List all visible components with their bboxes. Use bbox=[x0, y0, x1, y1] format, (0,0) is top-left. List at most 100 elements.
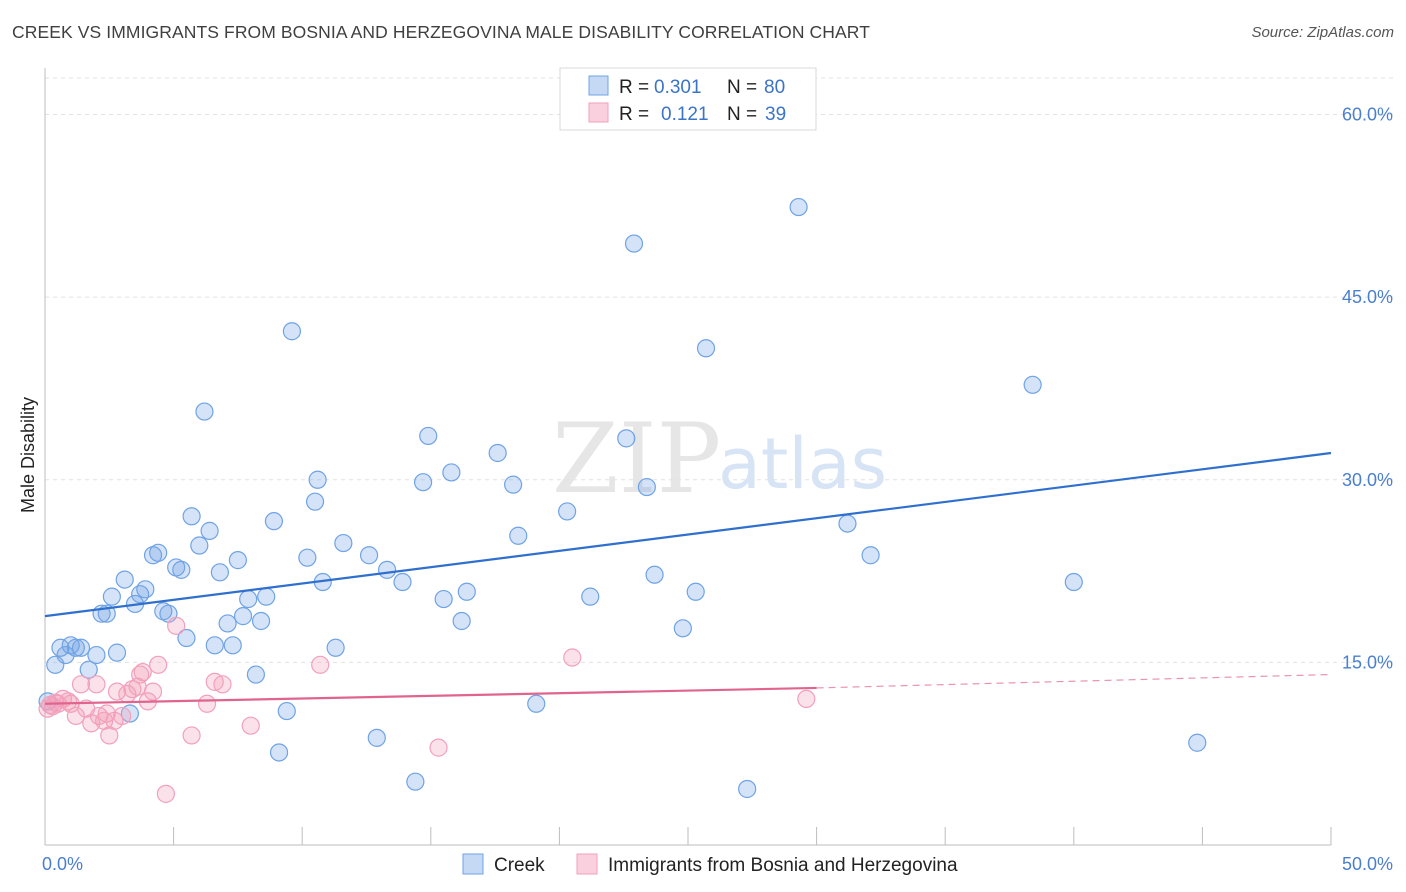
chart-title: CREEK VS IMMIGRANTS FROM BOSNIA AND HERZ… bbox=[12, 22, 870, 42]
creek-point-70 bbox=[673, 619, 692, 638]
creek-point-44 bbox=[305, 492, 325, 511]
creek-point-24 bbox=[177, 628, 196, 648]
creek-point-48 bbox=[334, 533, 353, 553]
trend-lines bbox=[44, 451, 1332, 705]
creek-point-3 bbox=[56, 645, 75, 665]
creek-point-66 bbox=[617, 429, 636, 448]
bosnia-point-7 bbox=[71, 675, 91, 694]
creek-point-28 bbox=[200, 521, 219, 540]
creek-point-17 bbox=[136, 580, 155, 599]
bosnia-point-33 bbox=[311, 655, 330, 674]
bosnia-n-label: N = bbox=[727, 104, 757, 125]
creek-point-52 bbox=[393, 572, 412, 592]
creek-point-38 bbox=[257, 587, 276, 606]
creek-point-67 bbox=[624, 234, 644, 253]
creek-point-11 bbox=[102, 587, 121, 606]
legend-creek-swatch bbox=[462, 853, 484, 875]
creek-point-58 bbox=[452, 611, 471, 631]
creek-point-63 bbox=[527, 694, 546, 713]
creek-point-59 bbox=[457, 582, 476, 601]
bosnia-r-label: R = bbox=[619, 104, 649, 125]
bosnia-point-34 bbox=[429, 738, 448, 757]
creek-point-69 bbox=[645, 565, 664, 584]
creek-point-35 bbox=[239, 589, 258, 609]
creek-point-56 bbox=[434, 589, 453, 609]
bosnia-point-17 bbox=[113, 706, 132, 726]
creek-point-41 bbox=[277, 701, 296, 721]
x-tick-labels: 0.0% 50.0% bbox=[42, 854, 1393, 874]
creek-point-74 bbox=[789, 197, 808, 217]
bosnia-point-36 bbox=[797, 689, 816, 709]
bosnia-point-10 bbox=[87, 675, 106, 694]
bosnia-point-24 bbox=[143, 682, 163, 701]
bosnia-trend-line bbox=[44, 686, 817, 705]
creek-point-39 bbox=[264, 512, 284, 531]
bosnia-point-25 bbox=[149, 655, 168, 674]
y-axis-label: Male Disability bbox=[18, 397, 38, 513]
watermark-atlas: atlas bbox=[718, 423, 887, 505]
bosnia-point-35 bbox=[563, 648, 582, 667]
creek-point-54 bbox=[413, 473, 433, 492]
legend-bosnia-label: Immigrants from Bosnia and Herzegovina bbox=[608, 855, 958, 876]
creek-point-68 bbox=[637, 477, 656, 497]
creek-point-33 bbox=[228, 551, 247, 570]
creek-point-45 bbox=[308, 470, 327, 489]
bosnia-swatch bbox=[588, 102, 609, 123]
creek-point-72 bbox=[696, 339, 716, 358]
watermark-zip: ZIP bbox=[552, 403, 721, 515]
creek-point-5 bbox=[66, 638, 85, 657]
creek-point-32 bbox=[223, 636, 242, 655]
creek-point-65 bbox=[581, 587, 600, 606]
creek-point-47 bbox=[326, 638, 345, 657]
creek-point-30 bbox=[210, 563, 229, 582]
bosnia-points bbox=[38, 616, 816, 803]
x-tick-label-1: 50.0% bbox=[1342, 854, 1393, 874]
bosnia-point-6 bbox=[66, 706, 85, 726]
y-tick-label-2: 45.0% bbox=[1342, 287, 1393, 307]
creek-point-34 bbox=[233, 607, 253, 626]
bosnia-point-31 bbox=[213, 675, 232, 694]
bosnia-point-27 bbox=[167, 616, 186, 635]
creek-point-23 bbox=[172, 560, 191, 579]
y-tick-labels: 15.0% 30.0% 45.0% 60.0% bbox=[1342, 105, 1393, 673]
bosnia-point-4 bbox=[59, 692, 78, 711]
creek-point-64 bbox=[558, 502, 577, 521]
creek-point-62 bbox=[509, 526, 528, 545]
creek-point-19 bbox=[149, 543, 168, 562]
creek-point-40 bbox=[269, 743, 289, 762]
creek-point-51 bbox=[377, 560, 397, 579]
y-tick-label-0: 15.0% bbox=[1342, 652, 1393, 672]
bosnia-point-13 bbox=[97, 704, 116, 723]
bosnia-n-value: 39 bbox=[765, 104, 786, 125]
series-legend: Creek Immigrants from Bosnia and Herzego… bbox=[462, 853, 958, 876]
bosnia-point-26 bbox=[156, 784, 175, 803]
bosnia-point-32 bbox=[241, 716, 260, 735]
creek-point-26 bbox=[190, 536, 209, 555]
legend-creek-label: Creek bbox=[494, 855, 545, 876]
creek-point-6 bbox=[71, 638, 91, 657]
creek-n-label: N = bbox=[727, 77, 757, 98]
creek-point-61 bbox=[504, 475, 523, 494]
creek-point-77 bbox=[1023, 375, 1042, 394]
creek-point-13 bbox=[115, 570, 134, 589]
creek-point-53 bbox=[406, 772, 425, 791]
creek-point-71 bbox=[686, 582, 705, 601]
creek-r-value: 0.301 bbox=[654, 77, 702, 98]
creek-point-55 bbox=[419, 426, 438, 446]
y-tick-label-1: 30.0% bbox=[1342, 470, 1393, 490]
bosnia-point-22 bbox=[133, 663, 152, 682]
creek-point-31 bbox=[218, 614, 237, 633]
creek-r-label: R = bbox=[619, 77, 649, 98]
creek-point-37 bbox=[251, 611, 271, 631]
creek-n-value: 80 bbox=[764, 77, 785, 98]
bosnia-point-28 bbox=[182, 726, 201, 745]
creek-points bbox=[38, 197, 1207, 799]
source-label: Source: ZipAtlas.com bbox=[1251, 24, 1394, 41]
creek-trend-line bbox=[44, 451, 1332, 618]
bosnia-point-21 bbox=[131, 665, 150, 684]
bosnia-point-29 bbox=[197, 694, 217, 713]
legend-bosnia-swatch bbox=[576, 853, 598, 875]
axes bbox=[44, 68, 1332, 846]
gridlines bbox=[45, 77, 1394, 663]
